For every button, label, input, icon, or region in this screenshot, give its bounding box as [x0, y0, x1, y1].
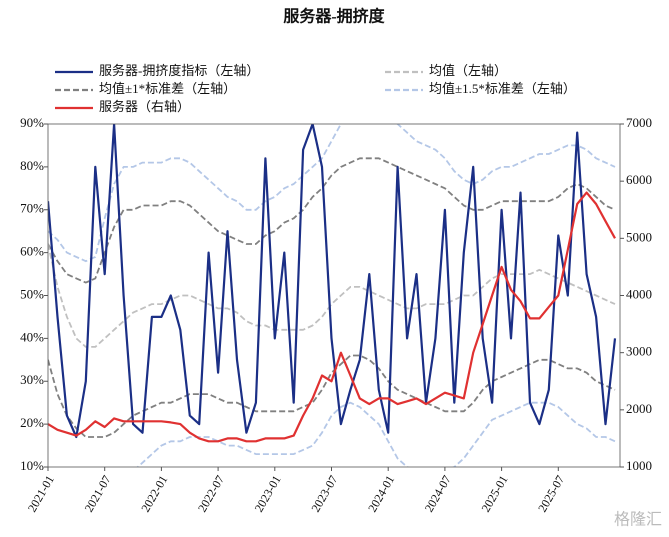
y-tick-label: 30%	[20, 372, 44, 387]
x-tick-label: 2025-01	[478, 473, 510, 515]
x-tick-label: 2023-01	[252, 473, 284, 515]
series-line	[48, 243, 616, 348]
series-line	[48, 191, 616, 443]
plot-area	[48, 124, 617, 467]
legend-label: 服务器（右轴）	[99, 99, 190, 114]
y-tick-label: 20%	[20, 415, 44, 430]
legend-label: 服务器-拥挤度指标（左轴）	[99, 63, 259, 78]
x-tick-label: 2022-07	[195, 473, 227, 515]
x-tick-label: 2021-01	[25, 473, 57, 515]
x-tick-label: 2025-07	[535, 473, 567, 515]
y2-tick-label: 2000	[626, 401, 652, 416]
x-tick-label: 2024-01	[365, 473, 397, 515]
plot-frame	[47, 123, 621, 468]
y-tick-label: 50%	[20, 286, 44, 301]
y-tick-label: 70%	[20, 201, 44, 216]
x-tick-label: 2021-07	[82, 473, 114, 515]
y-tick-label: 40%	[20, 329, 44, 344]
y-tick-label: 90%	[20, 115, 44, 130]
series-line	[48, 124, 617, 439]
series-line	[48, 124, 616, 263]
y-tick-label: 80%	[20, 158, 44, 173]
y2-tick-label: 1000	[626, 458, 652, 473]
series-line	[48, 401, 616, 467]
watermark: 格隆汇	[614, 511, 662, 529]
legend-label: 均值±1.5*标准差（左轴）	[429, 81, 576, 96]
x-tick-label: 2023-07	[308, 473, 340, 515]
y2-tick-label: 5000	[626, 229, 652, 244]
x-tick-label: 2024-07	[422, 473, 454, 515]
series-line	[48, 157, 616, 284]
chart-title: 服务器-拥挤度	[283, 7, 385, 26]
y2-tick-label: 4000	[626, 286, 652, 301]
y2-tick-label: 7000	[626, 115, 652, 130]
legend-label: 均值（左轴）	[429, 63, 507, 78]
y-tick-label: 60%	[20, 244, 44, 259]
legend-label: 均值±1*标准差（左轴）	[99, 81, 236, 96]
y2-tick-label: 3000	[626, 344, 652, 359]
y-tick-label: 10%	[20, 458, 44, 473]
series-line	[48, 354, 616, 438]
y2-tick-label: 6000	[626, 172, 652, 187]
x-tick-label: 2022-01	[138, 473, 170, 515]
